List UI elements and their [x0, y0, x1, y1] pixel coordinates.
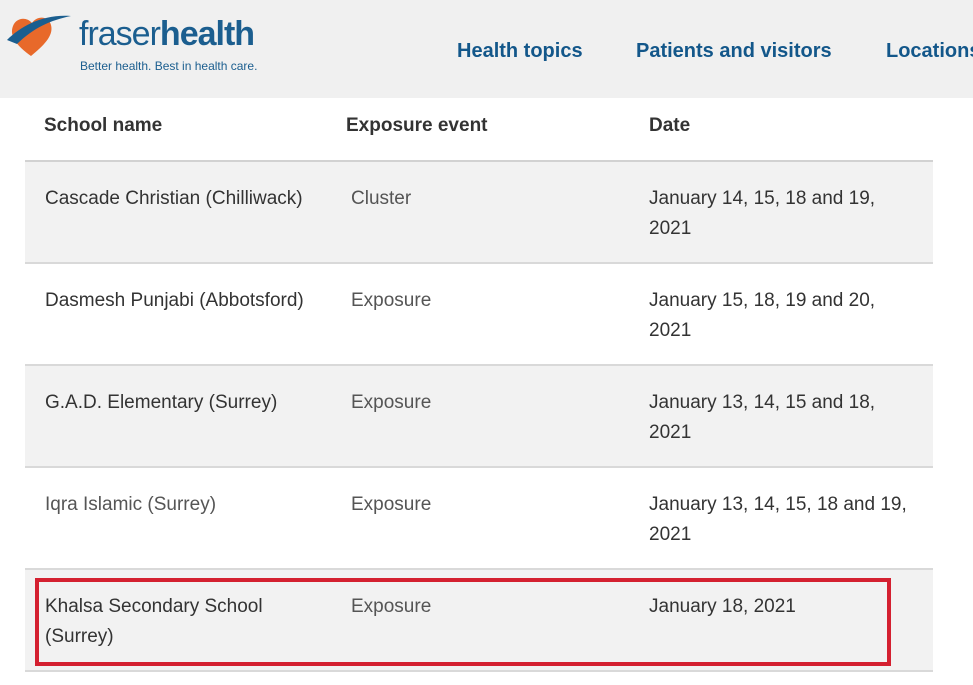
site-header: fraserhealth Better health. Best in heal… [0, 0, 973, 98]
date-cell: January 13, 14, 15 and 18, 2021 [649, 392, 876, 443]
exposure-event-cell: Exposure [351, 596, 432, 617]
logo-name-light: fraser [79, 15, 161, 53]
table-header: School name Exposure event Date [25, 98, 933, 162]
school-exposures-table: School name Exposure event Date Cascade … [25, 98, 933, 672]
school-name-cell: G.A.D. Elementary (Surrey) [45, 392, 278, 413]
school-name-cell: Dasmesh Punjabi (Abbotsford) [45, 290, 304, 311]
column-header-date: Date [649, 115, 691, 136]
school-name-cell: Cascade Christian (Chilliwack) [45, 188, 303, 209]
exposure-event-cell: Exposure [351, 290, 432, 311]
exposure-event-cell: Exposure [351, 494, 432, 515]
logo-name-bold: health [159, 15, 255, 53]
nav-patients-and-visitors[interactable]: Patients and visitors [636, 40, 832, 62]
table-row: G.A.D. Elementary (Surrey) Exposure Janu… [25, 366, 933, 468]
column-header-exposure-event: Exposure event [346, 115, 488, 136]
table-row: Cascade Christian (Chilliwack) Cluster J… [25, 162, 933, 264]
table-row: Iqra Islamic (Surrey) Exposure January 1… [25, 468, 933, 570]
date-cell: January 18, 2021 [649, 596, 796, 617]
logo-tagline: Better health. Best in health care. [80, 59, 258, 73]
date-cell: January 15, 18, 19 and 20, 2021 [649, 290, 876, 341]
highlight-box [35, 578, 891, 666]
column-header-school-name: School name [44, 115, 163, 136]
school-name-cell: Khalsa Secondary School (Surrey) [45, 596, 263, 647]
nav-health-topics[interactable]: Health topics [457, 40, 583, 62]
table-row: Khalsa Secondary School (Surrey) Exposur… [25, 570, 933, 672]
nav-locations[interactable]: Locations [886, 40, 973, 62]
exposure-event-cell: Cluster [351, 188, 412, 209]
school-name-cell: Iqra Islamic (Surrey) [45, 494, 217, 515]
heart-swoosh-icon[interactable] [5, 10, 75, 62]
table-row: Dasmesh Punjabi (Abbotsford) Exposure Ja… [25, 264, 933, 366]
logo-wordmark[interactable]: fraserhealth [79, 14, 255, 54]
date-cell: January 13, 14, 15, 18 and 19, 2021 [649, 494, 907, 545]
date-cell: January 14, 15, 18 and 19, 2021 [649, 188, 876, 239]
exposure-event-cell: Exposure [351, 392, 432, 413]
